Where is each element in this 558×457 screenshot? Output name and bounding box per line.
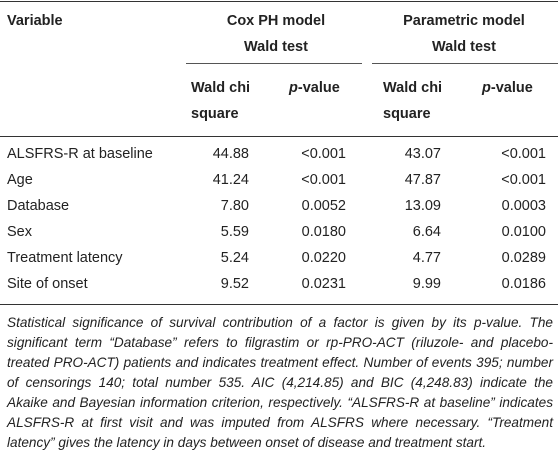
table-bottom-rule: [0, 304, 558, 305]
row-variable: Sex: [7, 224, 32, 240]
row-cox-chi: 7.80: [220, 198, 249, 214]
header-cox-pvalue: p-value: [289, 75, 340, 101]
param-group-rule: [372, 63, 558, 64]
row-cox-p: 0.0052: [301, 198, 346, 214]
header-param-pvalue: p-value: [482, 75, 533, 101]
row-param-chi: 6.64: [412, 224, 441, 240]
header-cox-chi-line1: Wald chi: [191, 80, 251, 96]
header-variable: Variable: [7, 13, 63, 29]
row-variable: Site of onset: [7, 276, 88, 292]
header-cox-title: Cox PH model: [226, 13, 326, 29]
row-variable: Treatment latency: [7, 250, 123, 266]
cox-group-rule: [186, 63, 362, 64]
row-cox-chi: 44.88: [212, 146, 249, 162]
header-cox-chi: Wald chi square: [191, 75, 250, 127]
row-param-p: 0.0003: [501, 198, 546, 214]
header-cox-p-rest: -value: [297, 80, 340, 96]
header-param-chi-line2: square: [383, 106, 431, 122]
row-param-chi: 43.07: [404, 146, 441, 162]
header-cox-p-italic: p: [289, 80, 298, 96]
row-cox-p: <0.001: [301, 172, 346, 188]
row-param-p: 0.0186: [501, 276, 546, 292]
header-cox-chi-line2: square: [191, 106, 239, 122]
header-param-chi: Wald chi square: [383, 75, 442, 127]
row-param-p: 0.0100: [501, 224, 546, 240]
row-variable: Age: [7, 172, 33, 188]
row-variable: Database: [7, 198, 70, 214]
header-param-p-italic: p: [482, 80, 491, 96]
row-cox-chi: 41.24: [212, 172, 249, 188]
row-param-chi: 4.77: [412, 250, 441, 266]
header-bottom-rule: [0, 136, 558, 137]
row-cox-p: 0.0231: [301, 276, 346, 292]
row-cox-p: <0.001: [301, 146, 346, 162]
header-param-chi-line1: Wald chi: [383, 80, 443, 96]
header-param-p-rest: -value: [490, 80, 533, 96]
row-cox-p: 0.0220: [301, 250, 346, 266]
row-cox-chi: 9.52: [220, 276, 249, 292]
table-top-rule: [0, 1, 558, 2]
row-param-chi: 47.87: [404, 172, 441, 188]
row-cox-chi: 5.24: [220, 250, 249, 266]
row-cox-p: 0.0180: [301, 224, 346, 240]
row-param-chi: 13.09: [404, 198, 441, 214]
row-param-chi: 9.99: [412, 276, 441, 292]
row-param-p: 0.0289: [501, 250, 546, 266]
table-footnote: Statistical significance of survival con…: [7, 315, 553, 450]
row-cox-chi: 5.59: [220, 224, 249, 240]
header-param-subtitle: Wald test: [432, 39, 496, 55]
header-param-title: Parametric model: [403, 13, 525, 29]
row-variable: ALSFRS-R at baseline: [7, 146, 153, 162]
header-cox-subtitle: Wald test: [244, 39, 308, 55]
row-param-p: <0.001: [501, 172, 546, 188]
row-param-p: <0.001: [501, 146, 546, 162]
